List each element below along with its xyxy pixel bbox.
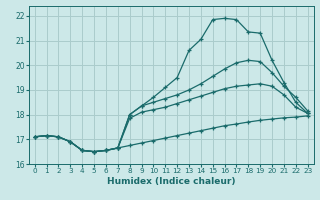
X-axis label: Humidex (Indice chaleur): Humidex (Indice chaleur): [107, 177, 236, 186]
